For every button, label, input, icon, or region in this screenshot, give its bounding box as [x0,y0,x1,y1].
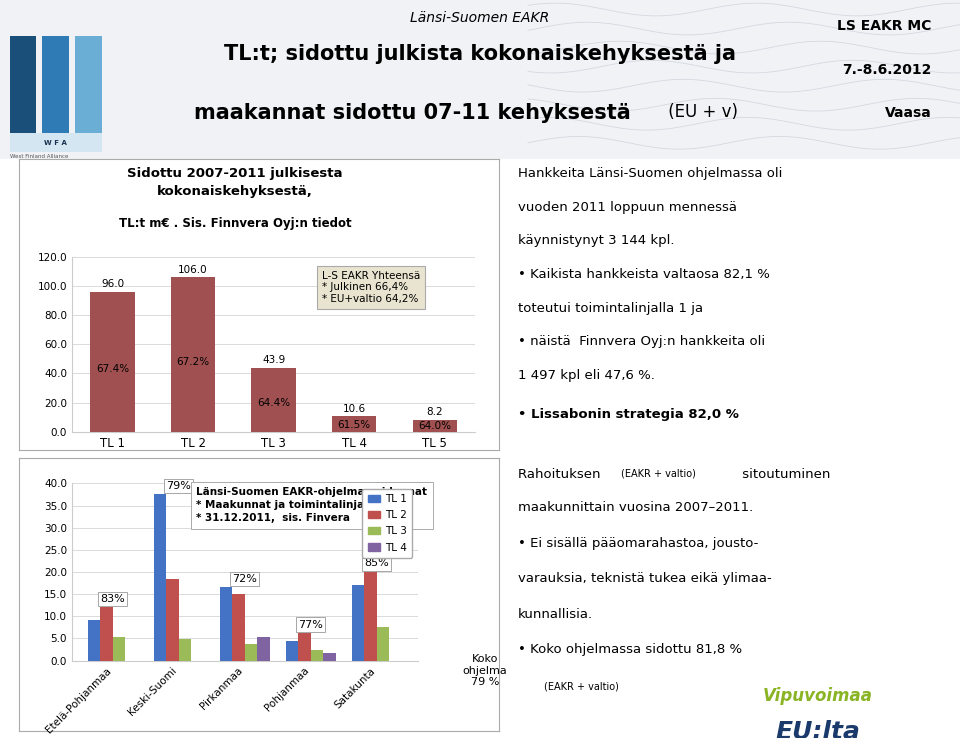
Text: 64.4%: 64.4% [257,398,290,408]
Text: • Ei sisällä pääomarahastoa, jousto-: • Ei sisällä pääomarahastoa, jousto- [517,537,758,550]
Text: • näistä  Finnvera Oyj:n hankkeita oli: • näistä Finnvera Oyj:n hankkeita oli [517,335,765,348]
Bar [332,416,376,432]
Text: 106.0: 106.0 [179,265,208,275]
Text: TL:t; sidottu julkista kokonaiskehyksestä ja: TL:t; sidottu julkista kokonaiskehyksest… [224,44,736,64]
Bar [413,420,457,432]
Bar [171,277,215,432]
Text: (EU + v): (EU + v) [663,103,738,121]
Text: Rahoituksen: Rahoituksen [517,469,605,481]
Text: 61.5%: 61.5% [338,420,371,430]
Text: (EAKR + valtio): (EAKR + valtio) [621,469,696,478]
Text: • Koko ohjelmassa sidottu 81,8 %: • Koko ohjelmassa sidottu 81,8 % [517,644,742,656]
Text: maakunnittain vuosina 2007–2011.: maakunnittain vuosina 2007–2011. [517,501,753,514]
Bar [10,36,36,135]
Text: 83%: 83% [101,594,125,604]
Text: vuoden 2011 loppuun mennessä: vuoden 2011 loppuun mennessä [517,201,736,214]
Bar [324,653,336,661]
Bar [42,36,69,135]
Bar [100,607,112,661]
Legend: TL 1, TL 2, TL 3, TL 4: TL 1, TL 2, TL 3, TL 4 [362,489,413,558]
Bar [220,587,232,661]
Text: kunnallisia.: kunnallisia. [517,608,592,621]
Text: LS EAKR MC: LS EAKR MC [837,19,931,33]
Bar [87,620,100,661]
Bar [75,36,102,135]
Text: 64.0%: 64.0% [419,421,451,431]
Bar [112,638,126,661]
Bar [377,627,390,661]
Bar [179,639,191,661]
Text: • Lissabonin strategia 82,0 %: • Lissabonin strategia 82,0 % [517,408,738,421]
Text: (EAKR + valtio): (EAKR + valtio) [544,681,619,692]
Text: sitoutuminen: sitoutuminen [738,469,830,481]
Text: 72%: 72% [232,574,257,584]
Bar [257,638,270,661]
Bar [286,641,299,661]
Text: 1 497 kpl eli 47,6 %.: 1 497 kpl eli 47,6 %. [517,368,655,382]
Bar [245,644,257,661]
Text: West Finland Alliance: West Finland Alliance [10,154,68,159]
Text: 79%: 79% [166,481,191,491]
Bar [232,594,245,661]
Text: käynnistynyt 3 144 kpl.: käynnistynyt 3 144 kpl. [517,235,674,247]
Text: 67.4%: 67.4% [96,364,129,373]
Text: maakannat sidottu 07-11 kehyksestä: maakannat sidottu 07-11 kehyksestä [195,103,631,123]
Bar [166,579,179,661]
Text: • Kaikista hankkeista valtaosa 82,1 %: • Kaikista hankkeista valtaosa 82,1 % [517,268,770,281]
Text: Hankkeita Länsi-Suomen ohjelmassa oli: Hankkeita Länsi-Suomen ohjelmassa oli [517,168,782,180]
Text: Sidottu 2007-2011 julkisesta
kokonaiskehyksestä,: Sidottu 2007-2011 julkisesta kokonaiskeh… [128,168,343,199]
Text: Vaasa: Vaasa [884,106,931,120]
Bar [311,650,324,661]
Text: toteutui toimintalinjalla 1 ja: toteutui toimintalinjalla 1 ja [517,302,703,314]
Bar [252,368,296,432]
Bar [90,292,134,432]
Text: Vipuvoimaa: Vipuvoimaa [763,687,873,705]
Text: TL:t m€ . Sis. Finnvera Oyj:n tiedot: TL:t m€ . Sis. Finnvera Oyj:n tiedot [119,217,351,230]
Text: Länsi-Suomen EAKR-ohjelman sidonnat
* Maakunnat ja toimintalinjat
* 31.12.2011, : Länsi-Suomen EAKR-ohjelman sidonnat * Ma… [197,487,427,523]
Bar [299,633,311,661]
Text: varauksia, teknistä tukea eikä ylimaa-: varauksia, teknistä tukea eikä ylimaa- [517,572,772,585]
Text: 77%: 77% [299,619,324,630]
Text: EU:lta: EU:lta [776,720,860,738]
Text: L-S EAKR Yhteensä
* Julkinen 66,4%
* EU+valtio 64,2%: L-S EAKR Yhteensä * Julkinen 66,4% * EU+… [322,271,420,304]
Text: 43.9: 43.9 [262,355,285,365]
Bar [154,494,166,661]
Text: 10.6: 10.6 [343,404,366,414]
Text: Länsi-Suomen EAKR: Länsi-Suomen EAKR [410,11,550,25]
Bar [351,585,364,661]
Text: 7.-8.6.2012: 7.-8.6.2012 [842,63,931,77]
Text: 8.2: 8.2 [426,407,443,417]
Text: 96.0: 96.0 [101,279,124,289]
Text: Koko
ohjelma
79 %: Koko ohjelma 79 % [463,654,507,687]
Text: W F A: W F A [44,139,67,146]
Text: 85%: 85% [365,559,389,568]
Text: 67.2%: 67.2% [177,357,209,368]
Bar [10,134,102,152]
Bar [364,572,377,661]
